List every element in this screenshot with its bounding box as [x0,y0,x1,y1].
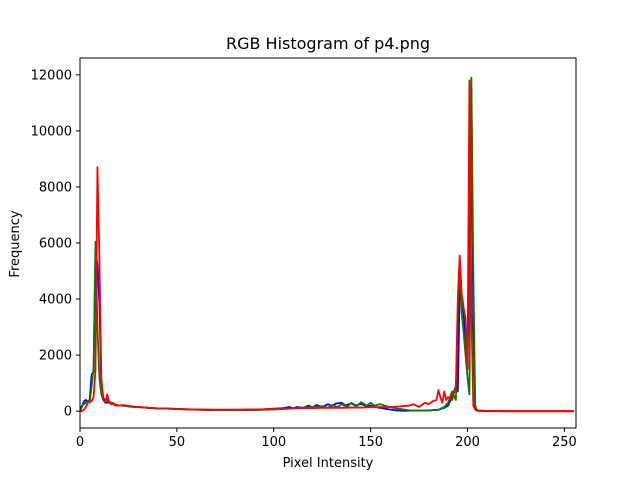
x-tick-label: 150 [358,435,383,450]
x-tick-label: 200 [455,435,480,450]
y-tick-label: 4000 [39,293,72,308]
x-axis: 0 50 100 150 200 250 [76,428,577,450]
y-tick-label: 0 [64,405,72,420]
y-tick-label: 12000 [31,68,72,83]
series-line-2 [80,79,575,413]
x-tick-label: 0 [76,435,84,450]
x-tick-label: 100 [261,435,286,450]
x-axis-label: Pixel Intensity [283,456,374,471]
y-axis: 0 2000 4000 6000 8000 10000 12000 [31,68,80,420]
y-tick-label: 2000 [39,349,72,364]
x-tick-label: 50 [169,435,186,450]
series-line-1 [80,76,575,413]
series-layer [80,76,575,413]
y-tick-label: 10000 [31,124,72,139]
x-tick-label: 250 [552,435,577,450]
y-tick-label: 6000 [39,237,72,252]
y-axis-label: Frequency [8,210,23,277]
y-tick-label: 8000 [39,180,72,195]
chart-title: RGB Histogram of p4.png [226,34,430,53]
